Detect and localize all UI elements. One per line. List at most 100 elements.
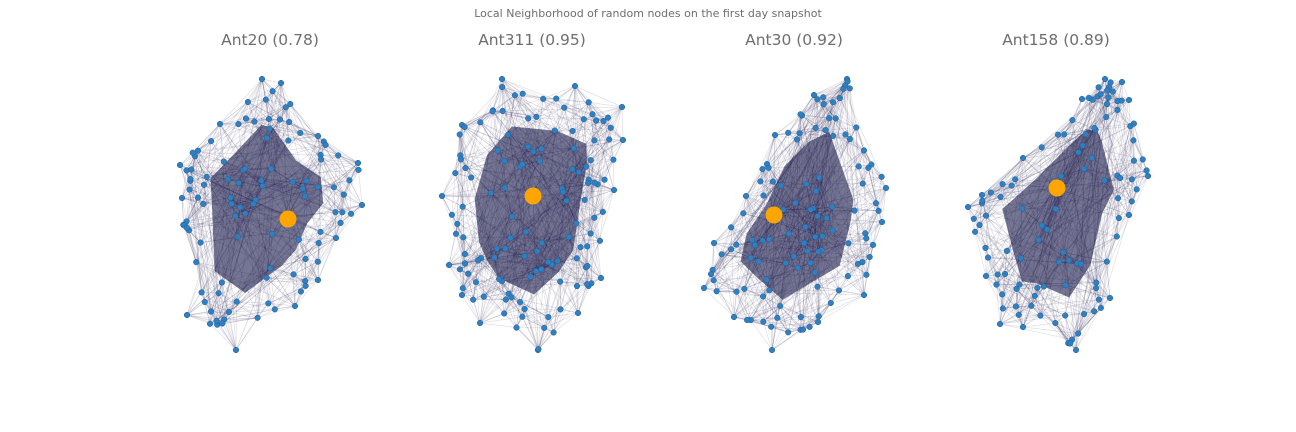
network-edge: [266, 277, 269, 304]
network-node: [605, 114, 612, 121]
network-edge: [300, 162, 359, 292]
network-edge: [333, 187, 352, 214]
network-edge: [253, 203, 300, 240]
network-node: [584, 281, 591, 288]
network-edge: [441, 166, 587, 197]
network-edge: [221, 282, 237, 302]
network-node: [493, 245, 501, 252]
network-edge: [335, 212, 337, 239]
network-edge: [190, 169, 202, 293]
network-edge: [1057, 134, 1097, 289]
network-node: [489, 108, 496, 115]
network-node: [1062, 281, 1069, 289]
network-edge: [525, 98, 544, 232]
network-edge: [818, 177, 834, 231]
network-edge: [801, 115, 816, 129]
network-edge: [1116, 140, 1134, 176]
network-edge: [202, 184, 205, 204]
network-node: [550, 329, 557, 336]
network-edge: [1117, 177, 1121, 199]
network-edge: [769, 262, 787, 291]
network-edge: [292, 181, 321, 233]
network-edge: [221, 207, 241, 324]
network-edge: [197, 178, 229, 198]
network-edge: [441, 155, 461, 197]
network-edge: [817, 286, 832, 304]
network-edge: [461, 166, 521, 296]
network-node: [814, 96, 821, 103]
network-edge: [769, 290, 781, 307]
network-edge: [788, 117, 830, 134]
network-node: [840, 85, 847, 92]
network-edge: [1072, 119, 1095, 129]
network-edge: [475, 260, 479, 283]
network-node: [1117, 174, 1124, 182]
network-edge: [1065, 263, 1082, 286]
network-edge: [270, 168, 307, 182]
network-edge: [441, 195, 453, 215]
network-edge: [562, 182, 589, 193]
network-edge: [847, 275, 865, 296]
network-edge: [492, 110, 577, 224]
network-edge: [996, 176, 1062, 285]
network-edge: [228, 242, 319, 313]
network-edge: [716, 254, 723, 292]
network-edge: [298, 239, 319, 262]
network-edge: [985, 257, 989, 277]
network-edge: [730, 226, 763, 241]
network-edge: [800, 99, 818, 115]
network-edge: [743, 195, 764, 214]
network-edge: [460, 150, 498, 160]
network-edge: [987, 257, 1078, 264]
network-edge: [266, 119, 281, 139]
network-edge: [182, 140, 212, 226]
network-edge: [574, 85, 623, 108]
network-edge: [985, 275, 1004, 309]
network-edge: [280, 82, 287, 108]
network-edge: [973, 133, 1086, 220]
network-edge: [536, 98, 544, 118]
network-edge: [862, 183, 887, 189]
network-edge: [464, 110, 493, 128]
network-edge: [537, 332, 554, 351]
network-edge: [1006, 239, 1039, 252]
network-edge: [574, 85, 601, 241]
network-node: [790, 253, 797, 260]
network-edge: [219, 123, 289, 220]
network-edge: [477, 260, 500, 280]
network-edge: [183, 225, 197, 263]
network-edge: [190, 169, 244, 182]
network-edge: [979, 224, 1036, 297]
network-edge: [802, 315, 820, 330]
network-edge: [191, 140, 212, 170]
network-edge: [1019, 284, 1032, 306]
network-edge: [1120, 175, 1149, 179]
network-edge: [1063, 97, 1090, 135]
network-edge: [987, 257, 997, 285]
network-edge: [203, 184, 289, 215]
network-edge: [204, 301, 230, 313]
network-edge: [746, 209, 784, 321]
network-edge: [501, 86, 531, 277]
network-edge: [1014, 147, 1042, 180]
network-node: [193, 259, 200, 266]
network-edge: [335, 194, 345, 213]
network-edge: [459, 179, 605, 270]
network-edge: [733, 291, 737, 318]
network-node: [766, 287, 773, 294]
network-edge: [504, 187, 513, 217]
network-edge: [779, 202, 796, 307]
network-node: [538, 145, 545, 152]
network-edge: [985, 215, 1117, 237]
network-edge: [801, 94, 815, 116]
network-edge: [801, 94, 815, 116]
network-edge: [1019, 282, 1097, 285]
network-edge: [535, 120, 597, 272]
network-edge: [462, 206, 588, 285]
network-edge: [1056, 187, 1130, 216]
network-edge: [557, 260, 589, 287]
network-edge: [712, 81, 848, 271]
network-edge: [219, 123, 263, 187]
network-node: [1125, 96, 1133, 104]
network-edge: [527, 130, 556, 147]
